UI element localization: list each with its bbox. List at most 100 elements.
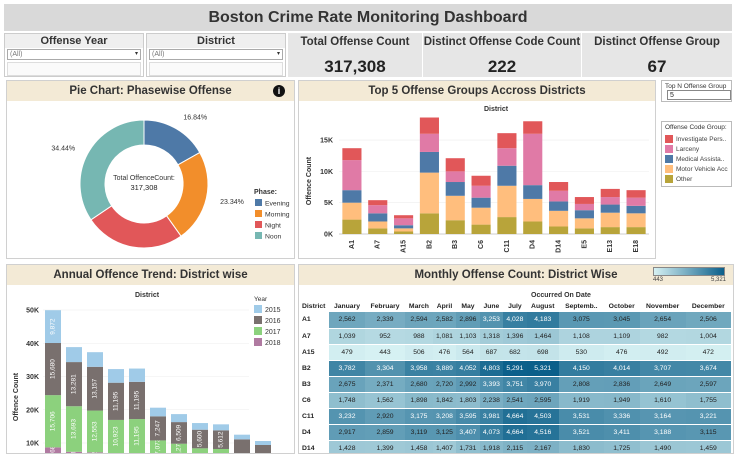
offense-legend-item[interactable]: Medical Assista..: [665, 155, 728, 163]
bar-segment[interactable]: [368, 221, 388, 229]
heatmap-cell[interactable]: 2,339: [364, 312, 406, 329]
bar-segment[interactable]: [574, 203, 594, 211]
heatmap-cell[interactable]: 4,183: [526, 312, 559, 329]
heatmap-cell[interactable]: 1,399: [364, 440, 406, 453]
heatmap-cell[interactable]: 3,707: [639, 360, 686, 377]
heatmap-cell[interactable]: 687: [479, 344, 504, 361]
heatmap-cell[interactable]: 3,119: [405, 424, 433, 441]
bar-segment[interactable]: [368, 200, 388, 206]
heatmap-cell[interactable]: 3,045: [603, 312, 640, 329]
bar-segment[interactable]: [574, 210, 594, 219]
heatmap-cell[interactable]: 3,407: [456, 424, 480, 441]
heatmap-cell[interactable]: 1,396: [503, 328, 527, 345]
heatmap-cell[interactable]: 1,748: [329, 392, 365, 409]
bar-segment[interactable]: [445, 195, 465, 221]
heatmap-cell[interactable]: 3,188: [639, 424, 686, 441]
bar-segment[interactable]: [445, 220, 465, 234]
heatmap-cell[interactable]: 2,595: [526, 392, 559, 409]
bar-segment[interactable]: [394, 228, 414, 232]
pie-slice-night[interactable]: [90, 205, 182, 249]
pie-legend-item[interactable]: Evening: [265, 201, 290, 208]
heatmap-cell[interactable]: 476: [603, 344, 640, 361]
annual-bar-segment[interactable]: [108, 369, 124, 383]
top-n-input[interactable]: 5: [667, 90, 731, 100]
annual-bar-segment[interactable]: [66, 406, 82, 452]
heatmap-cell[interactable]: 4,503: [526, 408, 559, 425]
heatmap-cell[interactable]: 1,464: [526, 328, 559, 345]
heatmap-cell[interactable]: 2,992: [456, 376, 480, 393]
bar-segment[interactable]: [497, 217, 517, 234]
bar-segment[interactable]: [368, 205, 388, 214]
heatmap-cell[interactable]: 2,920: [364, 408, 406, 425]
heatmap-cell[interactable]: 2,238: [479, 392, 504, 409]
heatmap-cell[interactable]: 5,291: [503, 360, 527, 377]
info-icon[interactable]: i: [273, 85, 285, 97]
annual-bar-segment[interactable]: [192, 423, 208, 430]
annual-bar-segment[interactable]: [255, 444, 271, 453]
heatmap-cell[interactable]: 443: [364, 344, 406, 361]
heatmap-cell[interactable]: 3,253: [479, 312, 504, 329]
offense-legend-item[interactable]: Investigate Pers..: [665, 135, 728, 143]
heatmap-cell[interactable]: 3,970: [526, 376, 559, 393]
heatmap-cell[interactable]: 1,830: [558, 440, 604, 453]
bar-segment[interactable]: [445, 171, 465, 183]
annual-bar-segment[interactable]: [192, 429, 208, 449]
heatmap-cell[interactable]: 3,531: [558, 408, 604, 425]
bar-segment[interactable]: [523, 221, 543, 234]
bar-segment[interactable]: [523, 121, 543, 134]
annual-legend-item[interactable]: 2015: [265, 307, 281, 314]
annual-bar-segment[interactable]: [150, 440, 166, 453]
heatmap-cell[interactable]: 1,103: [456, 328, 480, 345]
annual-bar-segment[interactable]: [108, 419, 124, 453]
heatmap-cell[interactable]: 2,167: [526, 440, 559, 453]
heatmap-cell[interactable]: 476: [432, 344, 457, 361]
annual-bar-segment[interactable]: [213, 424, 229, 431]
bar-segment[interactable]: [368, 228, 388, 234]
heatmap-cell[interactable]: 3,393: [479, 376, 504, 393]
bar-segment[interactable]: [626, 213, 646, 228]
bar-segment[interactable]: [342, 190, 362, 203]
heatmap-cell[interactable]: 1,898: [405, 392, 433, 409]
heatmap-cell[interactable]: 1,039: [329, 328, 365, 345]
heatmap-cell[interactable]: 3,751: [503, 376, 527, 393]
heatmap-cell[interactable]: 4,014: [603, 360, 640, 377]
heatmap-cell[interactable]: 1,919: [558, 392, 604, 409]
heatmap-cell[interactable]: 1,081: [432, 328, 457, 345]
bar-segment[interactable]: [394, 225, 414, 229]
heatmap-cell[interactable]: 3,958: [405, 360, 433, 377]
bar-segment[interactable]: [523, 133, 543, 186]
heatmap-cell[interactable]: 1,610: [639, 392, 686, 409]
heatmap-cell[interactable]: 1,428: [329, 440, 365, 453]
annual-legend-item[interactable]: 2018: [265, 340, 281, 347]
heatmap-cell[interactable]: 2,720: [432, 376, 457, 393]
bar-segment[interactable]: [600, 204, 620, 213]
annual-bar-segment[interactable]: [66, 362, 82, 407]
heatmap-cell[interactable]: 3,674: [685, 360, 731, 377]
bar-segment[interactable]: [471, 224, 491, 234]
heatmap-cell[interactable]: 3,304: [364, 360, 406, 377]
heatmap-cell[interactable]: 1,109: [603, 328, 640, 345]
heatmap-cell[interactable]: 4,052: [456, 360, 480, 377]
heatmap-cell[interactable]: 2,675: [329, 376, 365, 393]
annual-bar-segment[interactable]: [66, 451, 82, 453]
annual-bar-segment[interactable]: [150, 416, 166, 441]
bar-segment[interactable]: [419, 172, 439, 214]
annual-bar-segment[interactable]: [87, 410, 103, 453]
bar-segment[interactable]: [574, 197, 594, 204]
offense-legend-item[interactable]: Motor Vehicle Acc..: [665, 165, 728, 173]
bar-segment[interactable]: [342, 202, 362, 220]
annual-bar-segment[interactable]: [87, 452, 103, 453]
bar-segment[interactable]: [523, 185, 543, 199]
annual-bar-segment[interactable]: [129, 419, 145, 453]
heatmap-cell[interactable]: 3,164: [639, 408, 686, 425]
heatmap-cell[interactable]: 2,115: [503, 440, 527, 453]
heatmap-cell[interactable]: 4,664: [503, 408, 527, 425]
heatmap-cell[interactable]: 4,516: [526, 424, 559, 441]
heatmap-cell[interactable]: 1,490: [639, 440, 686, 453]
bar-segment[interactable]: [600, 197, 620, 205]
heatmap-cell[interactable]: 3,336: [603, 408, 640, 425]
heatmap-cell[interactable]: 3,232: [329, 408, 365, 425]
heatmap-cell[interactable]: 492: [639, 344, 686, 361]
heatmap-cell[interactable]: 1,803: [456, 392, 480, 409]
heatmap-cell[interactable]: 2,562: [329, 312, 365, 329]
